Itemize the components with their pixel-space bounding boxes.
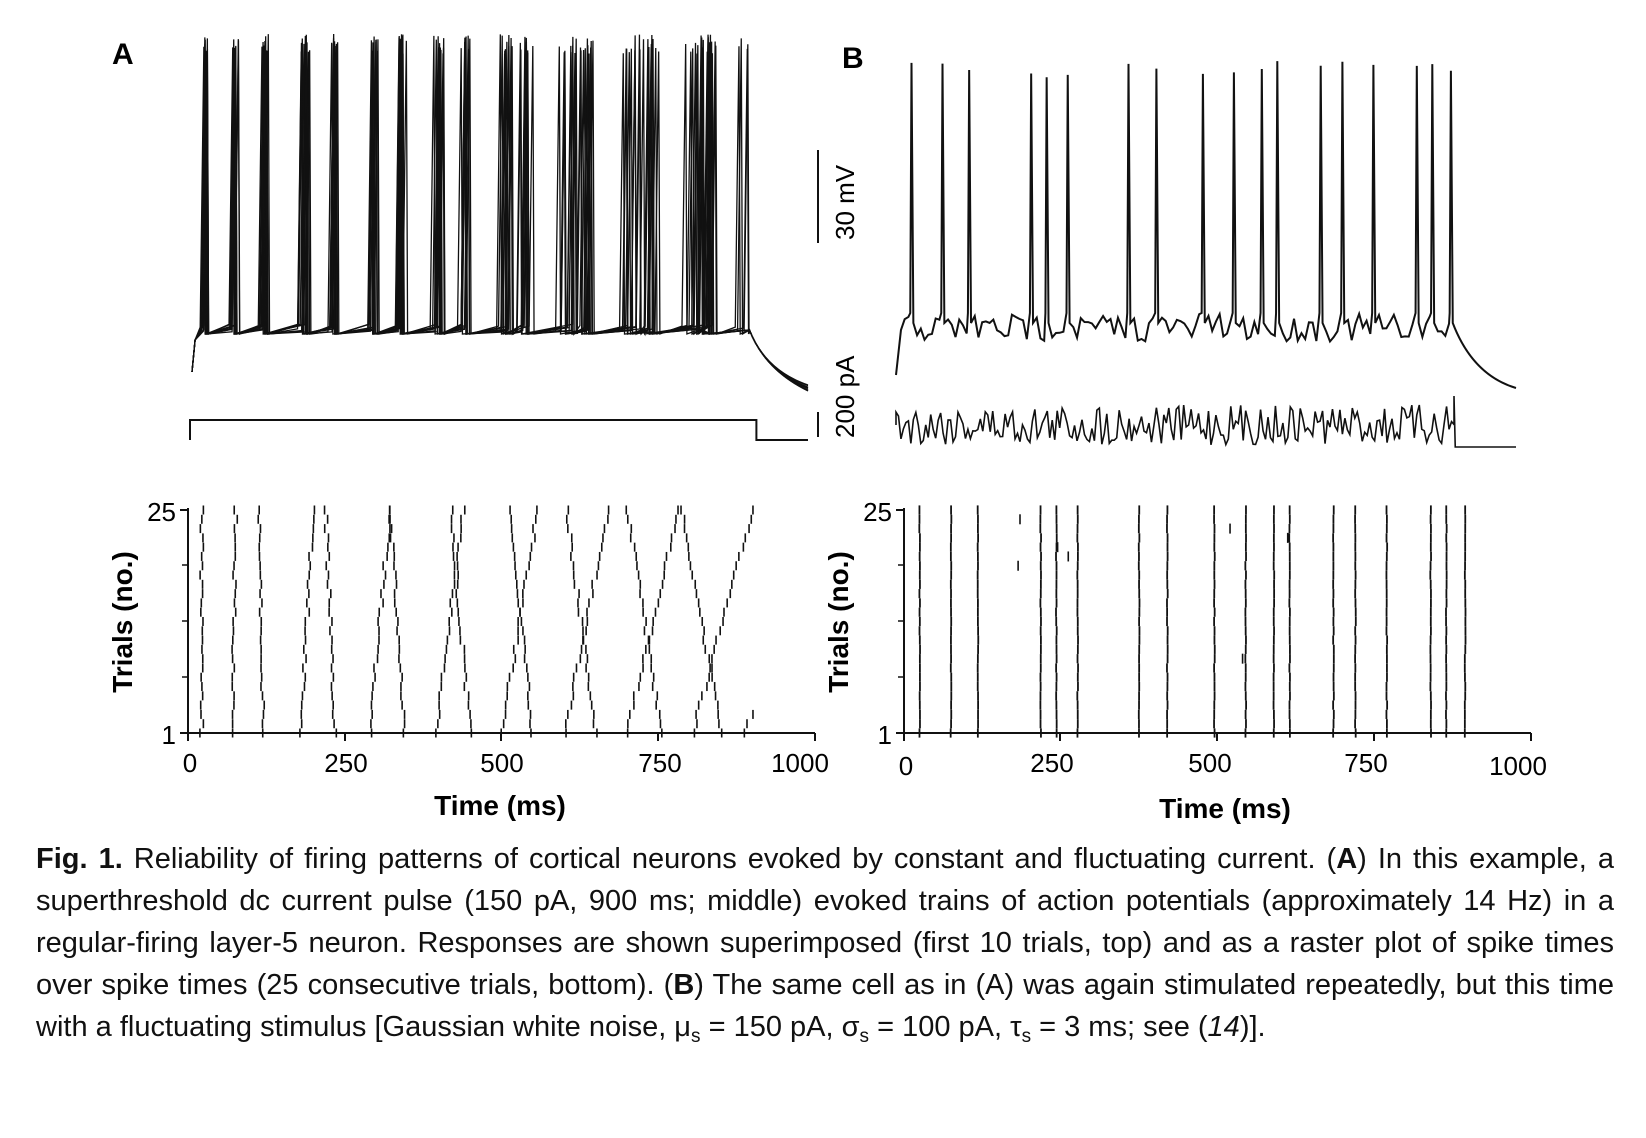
x-tick-label-b: 750: [1344, 748, 1387, 778]
y-tick-label-b: 1: [878, 720, 892, 750]
caption-panel-ref-b: B: [673, 969, 695, 1001]
panel-label-b: B: [842, 42, 864, 75]
noise-stimulus-b: [895, 395, 1516, 448]
caption-text: Reliability of firing patterns of cortic…: [122, 843, 1337, 875]
figure: A B 30 mV 200 pA 25 1 0 250 500 750 1000…: [107, 34, 1547, 824]
raster-a: [199, 505, 754, 738]
caption-text: = 150 pA, σ: [700, 1011, 860, 1043]
raster-axes-a: [180, 508, 816, 741]
caption-text: ) In this example, a superthreshold dc c…: [36, 843, 1615, 1001]
x-tick-label-a: 0: [183, 748, 197, 778]
current-scale-label: 200 pA: [830, 355, 860, 438]
x-axis-label-a: Time (ms): [434, 790, 566, 821]
caption-panel-ref-a: A: [1336, 843, 1358, 875]
caption-text: ) The same cell as in (A) was again stim…: [36, 969, 1614, 1043]
x-tick-label-a: 750: [638, 748, 681, 778]
caption-text: )].: [1239, 1011, 1266, 1043]
y-tick-label-a: 1: [162, 720, 176, 750]
caption-label: Fig. 1.: [36, 843, 123, 875]
caption-reference: 14: [1207, 1011, 1240, 1043]
figure-caption: Fig. 1. Reliability of firing patterns o…: [36, 838, 1614, 1058]
voltage-trace-b: [895, 61, 1517, 389]
raster-axes-b: [896, 508, 1532, 741]
raster-b: [918, 505, 1467, 738]
x-axis-label-b: Time (ms): [1159, 793, 1291, 824]
y-axis-label-b: Trials (no.): [823, 551, 854, 693]
y-tick-label-b: 25: [863, 497, 892, 527]
caption-subscript: s: [859, 1026, 870, 1047]
caption-subscript: s: [1021, 1026, 1032, 1047]
voltage-trace: [191, 34, 809, 389]
x-tick-label-b: 1000: [1489, 751, 1547, 781]
current-step-a: [189, 419, 808, 441]
caption-text: = 100 pA, τ: [869, 1011, 1022, 1043]
x-tick-label-b: 0: [899, 751, 913, 781]
x-tick-label-a: 250: [324, 748, 367, 778]
voltage-scale-label: 30 mV: [830, 164, 860, 240]
caption-subscript: s: [691, 1026, 701, 1047]
y-tick-label-a: 25: [147, 497, 176, 527]
x-tick-label-b: 500: [1188, 748, 1231, 778]
x-tick-label-a: 1000: [771, 748, 829, 778]
y-axis-label-a: Trials (no.): [107, 551, 138, 693]
caption-text: = 3 ms; see (: [1031, 1011, 1208, 1043]
voltage-traces-a: [191, 34, 809, 392]
panel-label-a: A: [112, 38, 134, 71]
x-tick-label-b: 250: [1030, 748, 1073, 778]
x-tick-label-a: 500: [480, 748, 523, 778]
